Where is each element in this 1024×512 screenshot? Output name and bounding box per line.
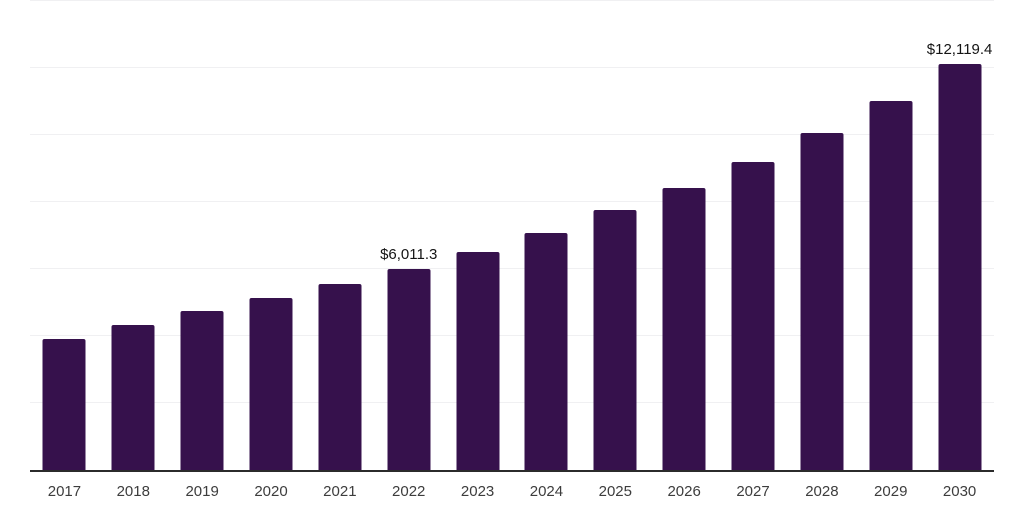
x-tick-2025: 2025	[598, 483, 632, 500]
bar-2023	[456, 252, 500, 470]
band-2017	[30, 0, 99, 470]
band-2019	[168, 0, 237, 470]
band-2024	[512, 0, 581, 470]
bar-2021	[318, 284, 362, 470]
band-2028	[787, 0, 856, 470]
bar-value-label-2030: $12,119.4	[926, 41, 993, 59]
band-2026	[650, 0, 719, 470]
x-tick-2021: 2021	[323, 483, 357, 500]
x-tick-2020: 2020	[254, 483, 288, 500]
band-2018	[99, 0, 168, 470]
x-tick-2030: 2030	[942, 483, 977, 500]
gridline-14000	[30, 0, 994, 1]
gridline-10000	[30, 134, 994, 135]
bar-2026	[662, 187, 706, 470]
gridline-2000	[30, 402, 994, 403]
x-tick-2017: 2017	[47, 483, 82, 500]
bar-2024	[524, 233, 568, 470]
band-2030: $12,119.4	[925, 0, 994, 470]
gridline-6000	[30, 268, 994, 269]
plot-area: $6,011.3 $12,119.4	[30, 0, 994, 470]
band-2023	[443, 0, 512, 470]
bar-value-label-2022: $6,011.3	[380, 245, 438, 263]
bar-2029	[869, 101, 913, 470]
x-tick-2027: 2027	[736, 483, 770, 500]
x-tick-2022: 2022	[392, 483, 426, 500]
bar-2028	[800, 133, 844, 470]
band-2029	[856, 0, 925, 470]
bar-2027	[731, 162, 775, 470]
band-2025	[581, 0, 650, 470]
band-2020	[237, 0, 306, 470]
bar-2020	[249, 297, 293, 470]
x-axis-tick-labels: 2017 2018 2019 2020 2021 2022 2023 2024 2025 2026…	[30, 483, 994, 500]
x-tick-2029: 2029	[874, 483, 908, 500]
x-tick-2019: 2019	[185, 483, 219, 500]
band-2027	[719, 0, 788, 470]
x-tick-2023: 2023	[460, 483, 495, 500]
band-2021	[305, 0, 374, 470]
x-tick-2018: 2018	[116, 483, 150, 500]
bar-2019	[180, 311, 224, 470]
bar-series: $6,011.3 $12,119.4	[30, 0, 994, 470]
x-tick-2028: 2028	[805, 483, 839, 500]
gridline-8000	[30, 201, 994, 202]
bar-2030	[938, 64, 982, 470]
bar-2025	[593, 210, 637, 470]
gridline-4000	[30, 335, 994, 336]
bar-2017	[42, 339, 86, 470]
x-tick-2024: 2024	[529, 483, 564, 500]
band-2022: $6,011.3	[374, 0, 443, 470]
x-axis-line	[30, 470, 994, 472]
bar-2022	[387, 268, 431, 470]
x-tick-2026: 2026	[667, 483, 701, 500]
gridline-12000	[30, 67, 994, 68]
bar-2018	[111, 324, 155, 470]
